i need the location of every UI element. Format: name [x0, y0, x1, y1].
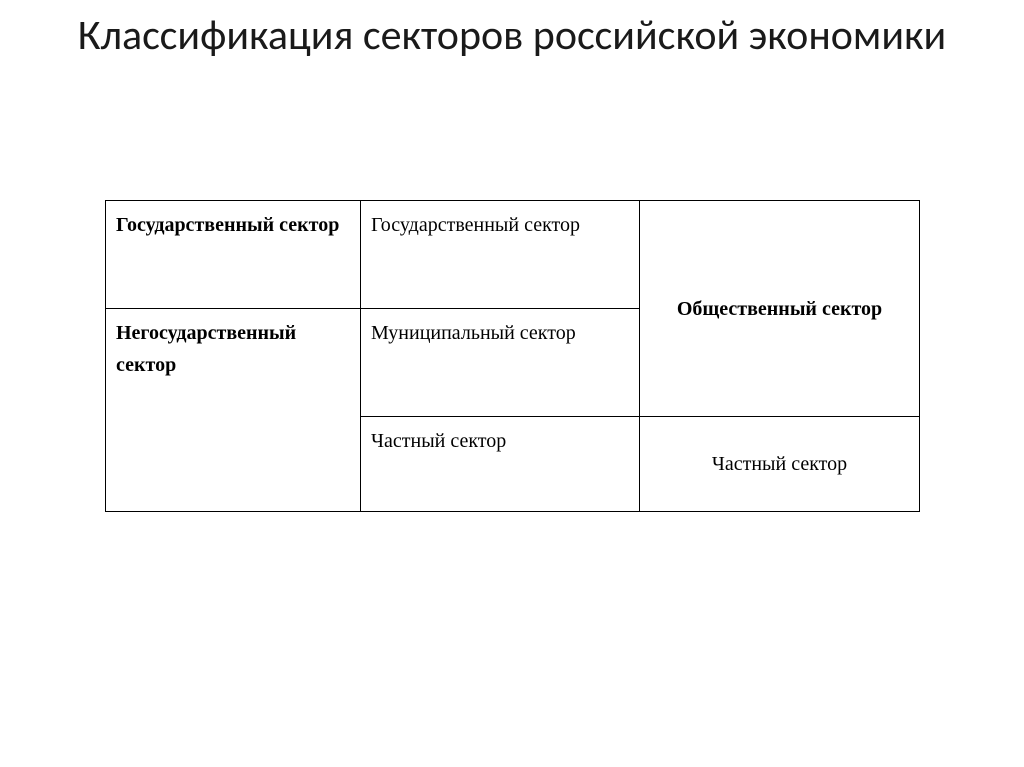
cell-private-sector-mid: Частный сектор — [361, 417, 640, 512]
cell-private-sector-right: Частный сектор — [640, 417, 920, 512]
page-title: Классификация секторов российской эконом… — [0, 0, 1024, 63]
cell-public-sector: Общественный сектор — [640, 201, 920, 417]
table-row: Государственный сектор Государственный с… — [106, 201, 920, 309]
cell-nonstate-sector: Негосударственный сектор — [106, 309, 361, 512]
classification-table: Государственный сектор Государственный с… — [105, 200, 920, 512]
cell-municipal-sector: Муниципальный сектор — [361, 309, 640, 417]
classification-table-wrap: Государственный сектор Государственный с… — [105, 200, 919, 512]
cell-state-sector-mid: Государственный сектор — [361, 201, 640, 309]
cell-state-sector-left: Государственный сектор — [106, 201, 361, 309]
